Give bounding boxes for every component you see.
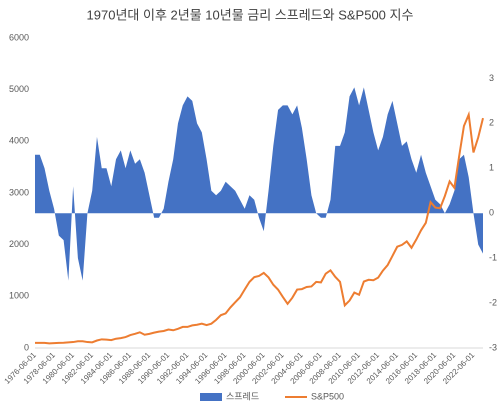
y-tick-label: 4000 (9, 136, 29, 146)
y2-tick-label: 3 (489, 73, 494, 83)
y-tick-label: 3000 (9, 187, 29, 197)
legend-swatch (200, 393, 222, 401)
spread-area (35, 87, 483, 281)
y-tick-label: 6000 (9, 32, 29, 42)
legend-label: S&P500 (311, 391, 344, 401)
y-tick-label: 1000 (9, 291, 29, 301)
legend-label: 스프레드 (226, 391, 259, 401)
y-tick-label: 0 (24, 342, 29, 352)
y2-tick-label: -2 (489, 297, 497, 307)
y2-tick-label: 0 (489, 208, 494, 218)
chart-title: 1970년대 이후 2년물 10년물 금리 스프레드와 S&P500 지수 (87, 7, 414, 22)
y-tick-label: 2000 (9, 239, 29, 249)
y2-tick-label: -1 (489, 253, 497, 263)
y-tick-label: 5000 (9, 84, 29, 94)
y2-tick-label: 1 (489, 163, 494, 173)
y2-tick-label: 2 (489, 118, 494, 128)
index-line (35, 110, 484, 345)
y2-tick-label: -3 (489, 342, 497, 352)
